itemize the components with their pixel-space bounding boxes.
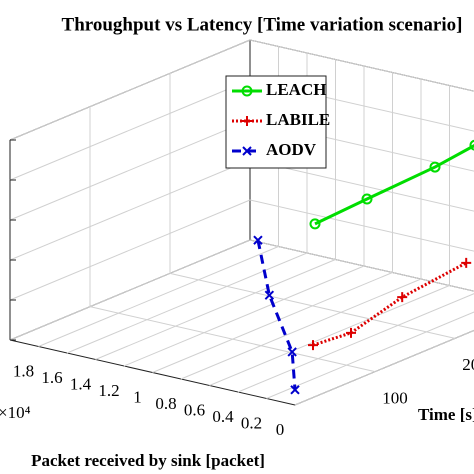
y-axis-label: Time [s] — [418, 405, 474, 424]
grid-line — [9, 159, 251, 261]
data-point — [264, 290, 275, 300]
legend: LEACH LABILE AODV — [225, 75, 330, 169]
grid-line — [294, 329, 474, 406]
data-point — [309, 218, 321, 230]
plot — [253, 139, 474, 395]
data-line — [314, 144, 474, 226]
x-axis-label: Packet received by sink [packet] — [31, 451, 265, 470]
grid-line — [249, 39, 474, 92]
data-point — [461, 257, 472, 268]
data-point — [346, 327, 356, 338]
grid-line — [66, 252, 308, 354]
data-point — [241, 85, 253, 97]
grid-line — [9, 119, 251, 221]
data-line — [256, 239, 297, 390]
grid-line — [237, 293, 474, 393]
x-tick-label: 0.2 — [241, 413, 262, 432]
grid-line — [152, 272, 393, 373]
grid-line — [123, 265, 365, 367]
legend-label: LEACH — [266, 80, 326, 99]
chart-title: Throughput vs Latency [Time variation sc… — [62, 14, 463, 35]
grid-line — [169, 272, 456, 339]
legend-label: AODV — [266, 140, 317, 159]
data-point — [287, 347, 297, 357]
grid-line — [95, 259, 336, 360]
data-point — [429, 161, 441, 173]
x-tick-label: 1 — [133, 387, 142, 406]
x-tick-label: 0.6 — [184, 400, 205, 419]
grid-line — [9, 199, 251, 301]
data-point — [361, 193, 373, 205]
grid-line — [9, 39, 251, 141]
grid-line — [266, 311, 474, 399]
y-tick-label: 200 — [462, 355, 474, 374]
x-tick-label: 0.4 — [212, 407, 234, 426]
data-point — [242, 116, 252, 126]
grid-line — [180, 278, 422, 380]
data-point — [290, 385, 300, 395]
data-point — [308, 340, 318, 351]
legend-label: LABILE — [266, 110, 330, 129]
x-tick-label: 1.4 — [70, 374, 92, 393]
x-tick-label: 1.6 — [41, 368, 62, 387]
x-tick-label: 0 — [276, 420, 285, 439]
grid-line — [9, 79, 251, 181]
grid-line — [9, 239, 251, 341]
grid-line — [249, 199, 474, 252]
x-tick-label: 1.8 — [13, 361, 34, 380]
data-point — [397, 292, 408, 303]
y-tick-label: 100 — [382, 389, 408, 408]
data-point — [469, 139, 474, 151]
grid-line — [249, 159, 474, 212]
grid-line — [38, 246, 279, 347]
grid-line — [249, 239, 474, 292]
x-axis-multiplier: ×10⁴ — [0, 403, 31, 422]
grid-line — [89, 306, 376, 373]
data-point — [242, 146, 252, 156]
x-tick-label: 0.8 — [155, 394, 176, 413]
data-point — [253, 235, 263, 245]
grid-line — [209, 285, 450, 386]
x-tick-label: 1.2 — [98, 381, 119, 400]
